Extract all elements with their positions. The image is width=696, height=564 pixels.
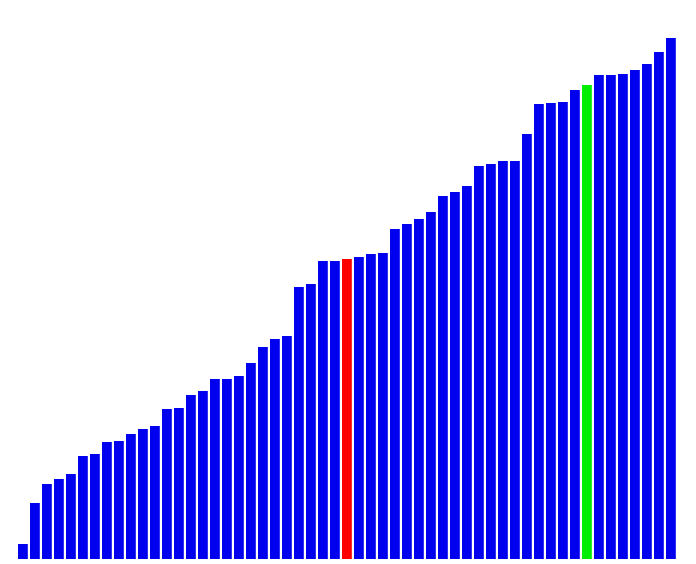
bar	[570, 90, 580, 559]
bar	[150, 426, 160, 559]
bar	[642, 64, 652, 559]
bar	[318, 261, 328, 559]
bar	[138, 429, 148, 559]
bar	[198, 391, 208, 559]
bar	[126, 434, 136, 559]
bar	[162, 409, 172, 559]
bar	[270, 339, 280, 559]
bar	[258, 347, 268, 559]
bar	[222, 379, 232, 559]
bar	[462, 186, 472, 559]
bar	[498, 161, 508, 559]
bar	[294, 287, 304, 559]
bar	[594, 75, 604, 559]
bar	[546, 103, 556, 559]
bar	[54, 479, 64, 559]
bar	[606, 75, 616, 559]
bar	[42, 484, 52, 559]
bar	[378, 253, 388, 559]
bar	[390, 229, 400, 559]
bar	[450, 192, 460, 559]
bar	[66, 474, 76, 559]
bar	[618, 74, 628, 559]
bar	[30, 503, 40, 559]
bar	[114, 441, 124, 559]
bar	[210, 379, 220, 559]
bar	[630, 70, 640, 559]
bar	[474, 166, 484, 559]
bar	[90, 454, 100, 559]
bar	[78, 456, 88, 559]
bar	[666, 38, 676, 559]
bar	[354, 257, 364, 559]
bar	[402, 224, 412, 559]
bar-highlight-green	[582, 85, 592, 559]
bar	[306, 284, 316, 559]
bar	[330, 261, 340, 559]
bar	[486, 164, 496, 559]
bar	[366, 254, 376, 559]
bar	[438, 196, 448, 559]
bar	[246, 363, 256, 559]
bar	[234, 376, 244, 559]
bar	[534, 104, 544, 559]
bar	[510, 161, 520, 559]
bar	[18, 544, 28, 559]
bar	[186, 395, 196, 559]
bar	[558, 102, 568, 559]
bar-highlight-red	[342, 259, 352, 559]
bar	[282, 336, 292, 559]
bar	[102, 442, 112, 559]
bar	[414, 219, 424, 559]
bar	[522, 134, 532, 559]
bar	[426, 212, 436, 559]
bar	[174, 408, 184, 559]
bar	[654, 52, 664, 559]
